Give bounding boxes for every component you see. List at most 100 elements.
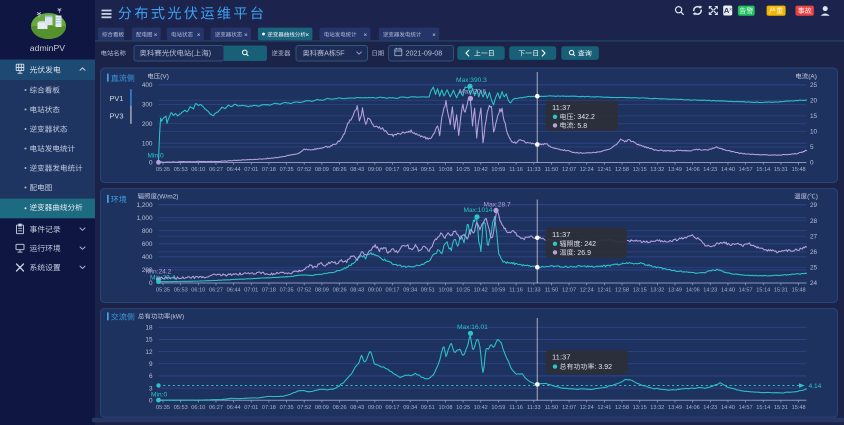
svg-text:11:16: 11:16	[509, 288, 523, 294]
svg-text:12:41: 12:41	[597, 405, 611, 411]
svg-text:11:50: 11:50	[545, 167, 559, 173]
svg-text:PV1: PV1	[110, 94, 124, 103]
svg-text:0: 0	[149, 398, 153, 405]
svg-text:15:14: 15:14	[756, 167, 770, 173]
svg-text:(A): (A)	[808, 74, 817, 81]
svg-text:07:35: 07:35	[280, 167, 294, 173]
svg-text:11:37: 11:37	[552, 230, 570, 239]
svg-text:11:37: 11:37	[552, 353, 570, 362]
svg-text:Max:16.01: Max:16.01	[457, 324, 488, 331]
svg-text:06:10: 06:10	[191, 288, 205, 294]
svg-text:5: 5	[810, 144, 814, 151]
svg-text:14:57: 14:57	[739, 288, 753, 294]
svg-text:25: 25	[810, 82, 818, 89]
svg-text:15: 15	[145, 337, 153, 344]
svg-text:11:33: 11:33	[527, 288, 541, 294]
svg-text:08:43: 08:43	[350, 167, 364, 173]
svg-text:08:26: 08:26	[333, 405, 347, 411]
svg-text:07:01: 07:01	[244, 167, 258, 173]
svg-text:14:40: 14:40	[721, 288, 735, 294]
svg-text:07:18: 07:18	[262, 405, 276, 411]
svg-text:12:41: 12:41	[597, 167, 611, 173]
svg-text:07:01: 07:01	[244, 288, 258, 294]
svg-text:14:23: 14:23	[703, 288, 717, 294]
svg-text:09:17: 09:17	[386, 288, 400, 294]
svg-text:14:06: 14:06	[686, 405, 700, 411]
svg-text:(: (	[807, 194, 810, 201]
svg-text:09:51: 09:51	[421, 405, 435, 411]
svg-text:05:35: 05:35	[156, 288, 170, 294]
svg-text:10:25: 10:25	[456, 167, 470, 173]
svg-text:09:00: 09:00	[368, 405, 382, 411]
svg-text:14:40: 14:40	[721, 167, 735, 173]
svg-text:Min:0: Min:0	[148, 153, 164, 160]
svg-text:08:09: 08:09	[315, 288, 329, 294]
svg-text:15:48: 15:48	[792, 167, 806, 173]
svg-text:400: 400	[142, 82, 153, 89]
svg-text:05:53: 05:53	[174, 405, 188, 411]
svg-text:09:51: 09:51	[421, 167, 435, 173]
svg-text:15:48: 15:48	[792, 288, 806, 294]
svg-text:300: 300	[142, 102, 153, 109]
svg-text:600: 600	[142, 241, 153, 248]
svg-text:100: 100	[142, 140, 153, 147]
svg-text:13:15: 13:15	[633, 288, 647, 294]
svg-text:06:10: 06:10	[191, 405, 205, 411]
svg-text:10:59: 10:59	[491, 288, 505, 294]
svg-text:0: 0	[810, 160, 814, 167]
svg-text:07:18: 07:18	[262, 167, 276, 173]
svg-text:08:26: 08:26	[333, 167, 347, 173]
svg-text:6: 6	[149, 373, 153, 380]
svg-text:05:35: 05:35	[156, 405, 170, 411]
svg-text:3: 3	[149, 385, 153, 392]
svg-text:Max:390.3: Max:390.3	[456, 77, 487, 84]
svg-text:): )	[816, 194, 818, 201]
svg-text:12:07: 12:07	[562, 288, 576, 294]
svg-text:800: 800	[142, 228, 153, 235]
svg-text:11:16: 11:16	[509, 167, 523, 173]
svg-text:9: 9	[149, 361, 153, 368]
svg-text:Max:28.7: Max:28.7	[484, 202, 511, 209]
svg-text:12:07: 12:07	[562, 405, 576, 411]
svg-text:07:52: 07:52	[297, 167, 311, 173]
svg-text:11:50: 11:50	[545, 405, 559, 411]
svg-text:08:43: 08:43	[350, 405, 364, 411]
svg-text:10:59: 10:59	[491, 405, 505, 411]
svg-text:26: 26	[810, 249, 818, 256]
svg-text:: 26.9: : 26.9	[574, 250, 592, 257]
svg-text:09:34: 09:34	[403, 405, 417, 411]
svg-text:2021-09-08: 2021-09-08	[406, 49, 443, 58]
svg-text:): )	[209, 49, 211, 58]
svg-text:06:44: 06:44	[227, 288, 241, 294]
svg-text:1,000: 1,000	[137, 215, 153, 222]
svg-text:10:25: 10:25	[456, 288, 470, 294]
svg-text:12:58: 12:58	[615, 405, 629, 411]
svg-text:Max:1014: Max:1014	[464, 207, 493, 214]
svg-text:200: 200	[142, 121, 153, 128]
svg-text:12:07: 12:07	[562, 167, 576, 173]
svg-text:06:27: 06:27	[209, 167, 223, 173]
svg-text:07:52: 07:52	[297, 288, 311, 294]
svg-text:07:52: 07:52	[297, 405, 311, 411]
svg-text:: 342.2: : 342.2	[574, 114, 596, 121]
svg-text:29: 29	[810, 202, 818, 209]
svg-text:14:06: 14:06	[686, 288, 700, 294]
svg-text:18: 18	[145, 324, 153, 331]
svg-text:12:58: 12:58	[615, 167, 629, 173]
svg-text:09:34: 09:34	[403, 288, 417, 294]
svg-text:06:44: 06:44	[227, 167, 241, 173]
svg-text:15:31: 15:31	[774, 288, 788, 294]
svg-text:200: 200	[142, 267, 153, 274]
svg-text:13:32: 13:32	[650, 288, 664, 294]
svg-text:11:50: 11:50	[545, 288, 559, 294]
svg-text:09:51: 09:51	[421, 288, 435, 294]
svg-text:05:53: 05:53	[174, 288, 188, 294]
svg-text:14:23: 14:23	[703, 167, 717, 173]
svg-text:14:06: 14:06	[686, 167, 700, 173]
svg-text:14:40: 14:40	[721, 405, 735, 411]
svg-text:PV3: PV3	[110, 111, 124, 120]
svg-text:10: 10	[810, 129, 818, 136]
svg-text:12:24: 12:24	[580, 288, 594, 294]
svg-text:24: 24	[810, 280, 818, 287]
svg-text:Min:24.2: Min:24.2	[146, 269, 172, 276]
